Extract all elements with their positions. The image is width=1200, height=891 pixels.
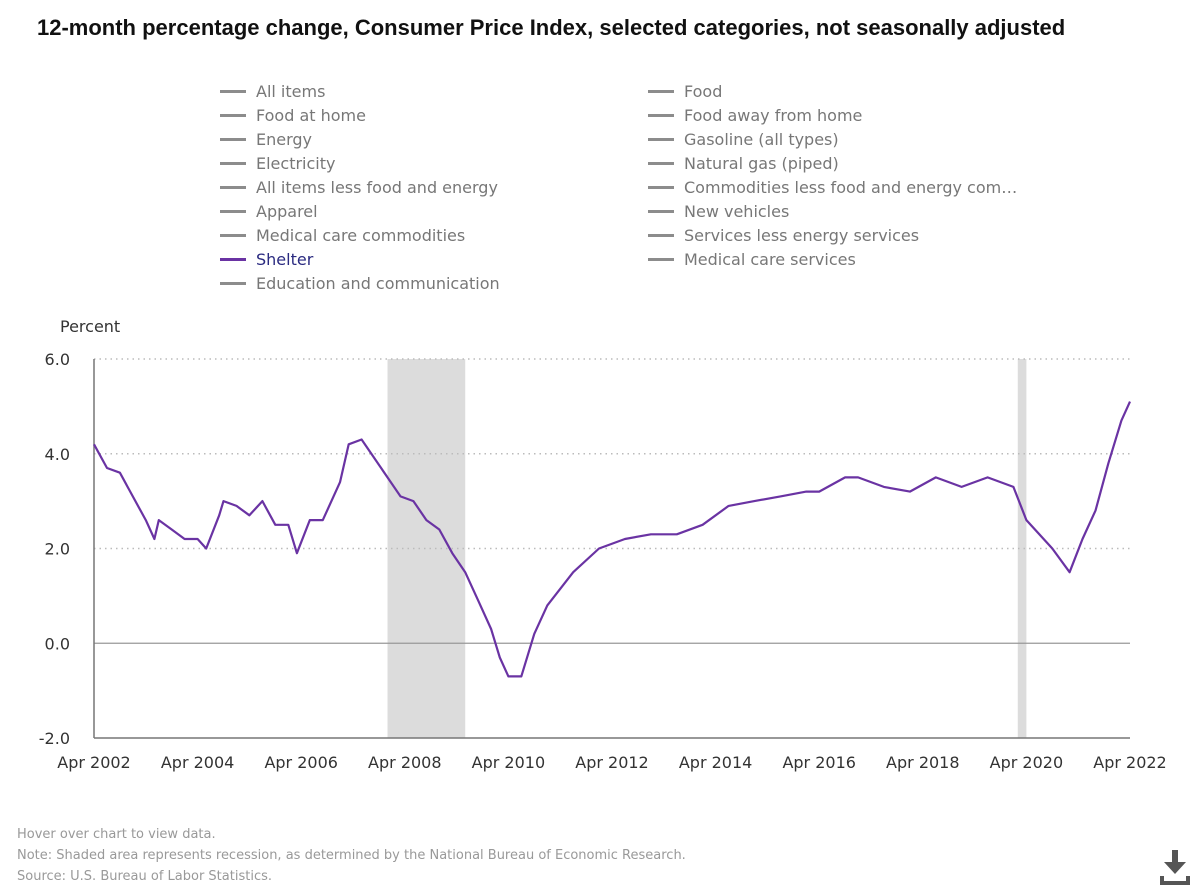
legend-swatch bbox=[648, 113, 674, 117]
chart-title: 12-month percentage change, Consumer Pri… bbox=[37, 15, 1066, 40]
x-tick-label: Apr 2014 bbox=[679, 753, 752, 772]
legend-column-left: All items Food at home Energy Electricity Al… bbox=[220, 79, 500, 295]
legend-label: Commodities less food and energy com… bbox=[684, 177, 1018, 197]
chart-footer: Hover over chart to view data. Note: Sha… bbox=[17, 824, 686, 887]
y-tick-label: 2.0 bbox=[45, 540, 70, 559]
gridlines bbox=[94, 358, 1130, 644]
legend-item[interactable]: Gasoline (all types) bbox=[648, 127, 1017, 151]
legend-swatch bbox=[220, 113, 246, 117]
legend-item[interactable]: Apparel bbox=[220, 199, 500, 223]
x-tick-label: Apr 2008 bbox=[368, 753, 441, 772]
legend-label: Food at home bbox=[256, 105, 366, 125]
legend-label: Energy bbox=[256, 129, 313, 149]
y-tick-label: 6.0 bbox=[45, 350, 70, 369]
legend-label: Services less energy services bbox=[684, 225, 920, 245]
x-tick-label: Apr 2022 bbox=[1093, 753, 1166, 772]
legend-label: Education and communication bbox=[256, 273, 500, 293]
legend-item[interactable]: Food bbox=[648, 79, 1017, 103]
legend-label: Apparel bbox=[256, 201, 318, 221]
legend-label: Food bbox=[684, 81, 723, 101]
legend-label: Gasoline (all types) bbox=[684, 129, 839, 149]
legend-swatch bbox=[648, 209, 674, 213]
legend-swatch bbox=[648, 233, 674, 237]
legend-swatch bbox=[220, 89, 246, 93]
legend-label: Medical care commodities bbox=[256, 225, 466, 245]
legend-item[interactable]: New vehicles bbox=[648, 199, 1017, 223]
recession-band bbox=[1017, 359, 1027, 738]
recession-note: Note: Shaded area represents recession, … bbox=[17, 848, 686, 863]
legend-swatch bbox=[648, 185, 674, 189]
legend-swatch bbox=[648, 161, 674, 165]
x-tick-label: Apr 2020 bbox=[990, 753, 1063, 772]
legend-item[interactable]: Energy bbox=[220, 127, 500, 151]
source-note: Source: U.S. Bureau of Labor Statistics. bbox=[17, 869, 272, 884]
legend-item[interactable]: All items less food and energy bbox=[220, 175, 500, 199]
legend-swatch bbox=[648, 137, 674, 141]
download-button[interactable] bbox=[1156, 846, 1194, 886]
legend-swatch bbox=[220, 281, 246, 285]
legend-item[interactable]: Commodities less food and energy com… bbox=[648, 175, 1017, 199]
y-axis-label: Percent bbox=[60, 317, 120, 336]
y-tick-label: 4.0 bbox=[45, 445, 70, 464]
legend-item[interactable]: Electricity bbox=[220, 151, 500, 175]
legend-item[interactable]: All items bbox=[220, 79, 500, 103]
y-tick-label: 0.0 bbox=[45, 634, 70, 653]
legend-label: Shelter bbox=[256, 249, 314, 269]
legend-item[interactable]: Shelter bbox=[220, 247, 500, 271]
legend-swatch bbox=[220, 233, 246, 237]
x-tick-label: Apr 2006 bbox=[264, 753, 337, 772]
x-tick-label: Apr 2012 bbox=[575, 753, 648, 772]
legend-item[interactable]: Education and communication bbox=[220, 271, 500, 295]
legend-label: All items bbox=[256, 81, 326, 101]
legend-column-right: Food Food away from home Gasoline (all typ… bbox=[648, 79, 1017, 271]
recession-band bbox=[387, 359, 466, 738]
legend-swatch bbox=[220, 185, 246, 189]
legend-swatch bbox=[220, 161, 246, 165]
legend-label: New vehicles bbox=[684, 201, 790, 221]
legend-item[interactable]: Services less energy services bbox=[648, 223, 1017, 247]
legend-item[interactable]: Natural gas (piped) bbox=[648, 151, 1017, 175]
legend-item[interactable]: Medical care commodities bbox=[220, 223, 500, 247]
legend-swatch bbox=[648, 89, 674, 93]
x-tick-label: Apr 2016 bbox=[782, 753, 855, 772]
legend-swatch bbox=[220, 209, 246, 213]
x-tick-label: Apr 2010 bbox=[472, 753, 545, 772]
y-tick-label: -2.0 bbox=[39, 729, 70, 748]
x-tick-label: Apr 2004 bbox=[161, 753, 234, 772]
hover-hint: Hover over chart to view data. bbox=[17, 827, 216, 842]
legend-label: Food away from home bbox=[684, 105, 863, 125]
axes: -2.0 0.0 2.0 4.0 6.0 Apr 2002 Apr 2004 Apr 2006… bbox=[39, 350, 1167, 772]
series-line-shelter[interactable] bbox=[93, 401, 1132, 678]
x-tick-label: Apr 2002 bbox=[57, 753, 130, 772]
legend-label: Medical care services bbox=[684, 249, 856, 269]
x-tick-label: Apr 2018 bbox=[886, 753, 959, 772]
legend-swatch bbox=[220, 257, 246, 261]
legend-item[interactable]: Medical care services bbox=[648, 247, 1017, 271]
legend-label: Electricity bbox=[256, 153, 336, 173]
series-lines[interactable] bbox=[93, 401, 1132, 678]
legend-swatch bbox=[648, 257, 674, 261]
legend-item[interactable]: Food away from home bbox=[648, 103, 1017, 127]
legend-item[interactable]: Food at home bbox=[220, 103, 500, 127]
legend-label: Natural gas (piped) bbox=[684, 153, 839, 173]
line-chart[interactable]: -2.0 0.0 2.0 4.0 6.0 Apr 2002 Apr 2004 Apr 2006… bbox=[0, 300, 1200, 780]
download-icon bbox=[1160, 850, 1190, 885]
legend-label: All items less food and energy bbox=[256, 177, 498, 197]
legend-swatch bbox=[220, 137, 246, 141]
